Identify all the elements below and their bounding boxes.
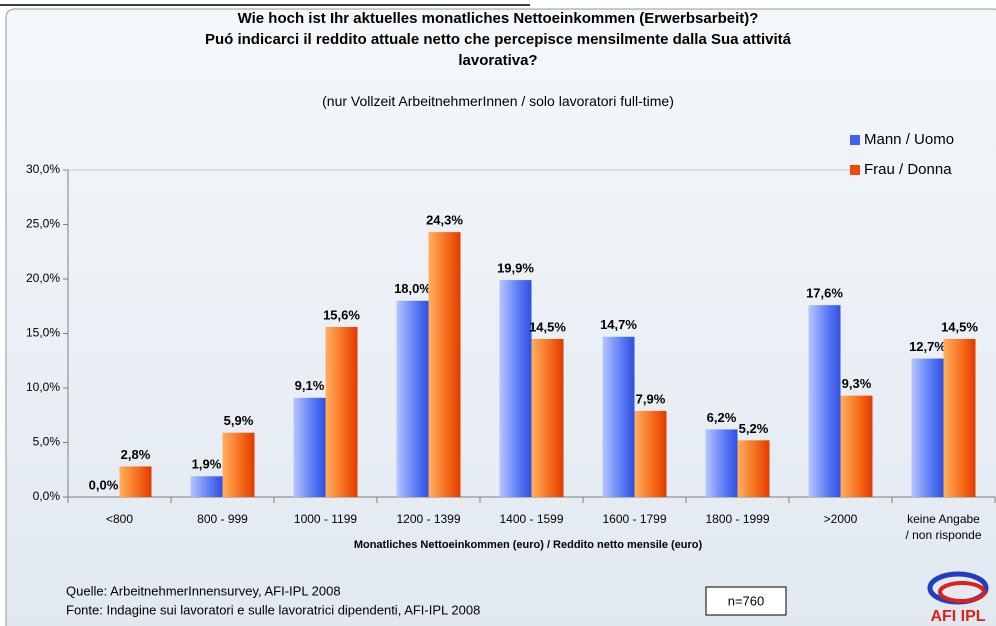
x-tick-label: 1200 - 1399 [396, 512, 461, 526]
bar [325, 326, 358, 497]
data-label: 18,0% [394, 281, 431, 296]
bar [705, 429, 738, 497]
bar [602, 336, 635, 497]
logo: AFI IPL [927, 571, 989, 625]
bar [499, 280, 532, 497]
x-tick-label: >2000 [823, 512, 858, 526]
y-tick-label: 25,0% [26, 217, 60, 231]
data-label: 7,9% [636, 391, 666, 406]
data-label: 6,2% [707, 410, 737, 425]
bar [531, 338, 564, 497]
data-label: 17,6% [806, 286, 843, 301]
chart-subtitle: (nur Vollzeit ArbeitnehmerInnen / solo l… [322, 93, 674, 109]
y-tick-label: 15,0% [26, 326, 60, 340]
data-label: 19,9% [497, 261, 534, 276]
bar [634, 410, 667, 497]
data-label: 2,8% [121, 447, 151, 462]
data-label: 9,1% [295, 378, 325, 393]
data-label: 5,9% [224, 413, 254, 428]
logo-text: AFI IPL [930, 608, 985, 625]
bar [222, 432, 255, 497]
bar [428, 232, 461, 497]
y-tick-label: 10,0% [26, 380, 60, 394]
data-label: 12,7% [909, 339, 946, 354]
y-tick-label: 30,0% [26, 162, 60, 176]
source-note: Fonte: Indagine sui lavoratori e sulle l… [66, 602, 480, 617]
data-label: 1,9% [192, 457, 222, 472]
bar [808, 305, 841, 497]
sample-box [705, 586, 787, 616]
legend-swatch [850, 135, 860, 145]
data-label: 9,3% [842, 376, 872, 391]
data-label: 14,7% [600, 317, 637, 332]
bar [119, 466, 152, 497]
y-tick-label: 20,0% [26, 271, 60, 285]
x-tick-label: 1400 - 1599 [499, 512, 564, 526]
y-tick-label: 5,0% [33, 435, 61, 449]
legend-label: Mann / Uomo [864, 131, 954, 148]
x-tick-label: 1600 - 1799 [602, 512, 667, 526]
bar [737, 440, 770, 497]
bar [293, 397, 326, 497]
x-tick-label: keine Angabe / non risponde [905, 512, 982, 542]
data-label: 15,6% [323, 307, 360, 322]
data-label: 24,3% [426, 213, 463, 228]
source-note: Quelle: ArbeitnehmerInnensurvey, AFI-IPL… [66, 583, 341, 598]
chart-title: Wie hoch ist Ihr aktuelles monatliches N… [204, 10, 791, 69]
bar [396, 300, 429, 497]
bar [840, 395, 873, 497]
legend-swatch [850, 165, 860, 175]
data-label: 5,2% [739, 421, 769, 436]
x-tick-label: 1800 - 1999 [705, 512, 770, 526]
data-label: 14,5% [529, 319, 566, 334]
y-tick-label: 0,0% [33, 489, 61, 503]
x-tick-label: 1000 - 1199 [293, 512, 358, 526]
x-tick-label: 800 - 999 [197, 512, 248, 526]
x-axis-label: Monatliches Nettoeinkommen (euro) / Redd… [354, 539, 703, 551]
legend-label: Frau / Donna [864, 161, 952, 178]
x-tick-label: <800 [105, 512, 134, 526]
bar [190, 476, 223, 497]
bar [911, 358, 944, 497]
sample-size: n=760 [728, 593, 765, 608]
bar [943, 338, 976, 497]
data-label: 0,0% [89, 477, 119, 492]
data-label: 14,5% [941, 319, 978, 334]
